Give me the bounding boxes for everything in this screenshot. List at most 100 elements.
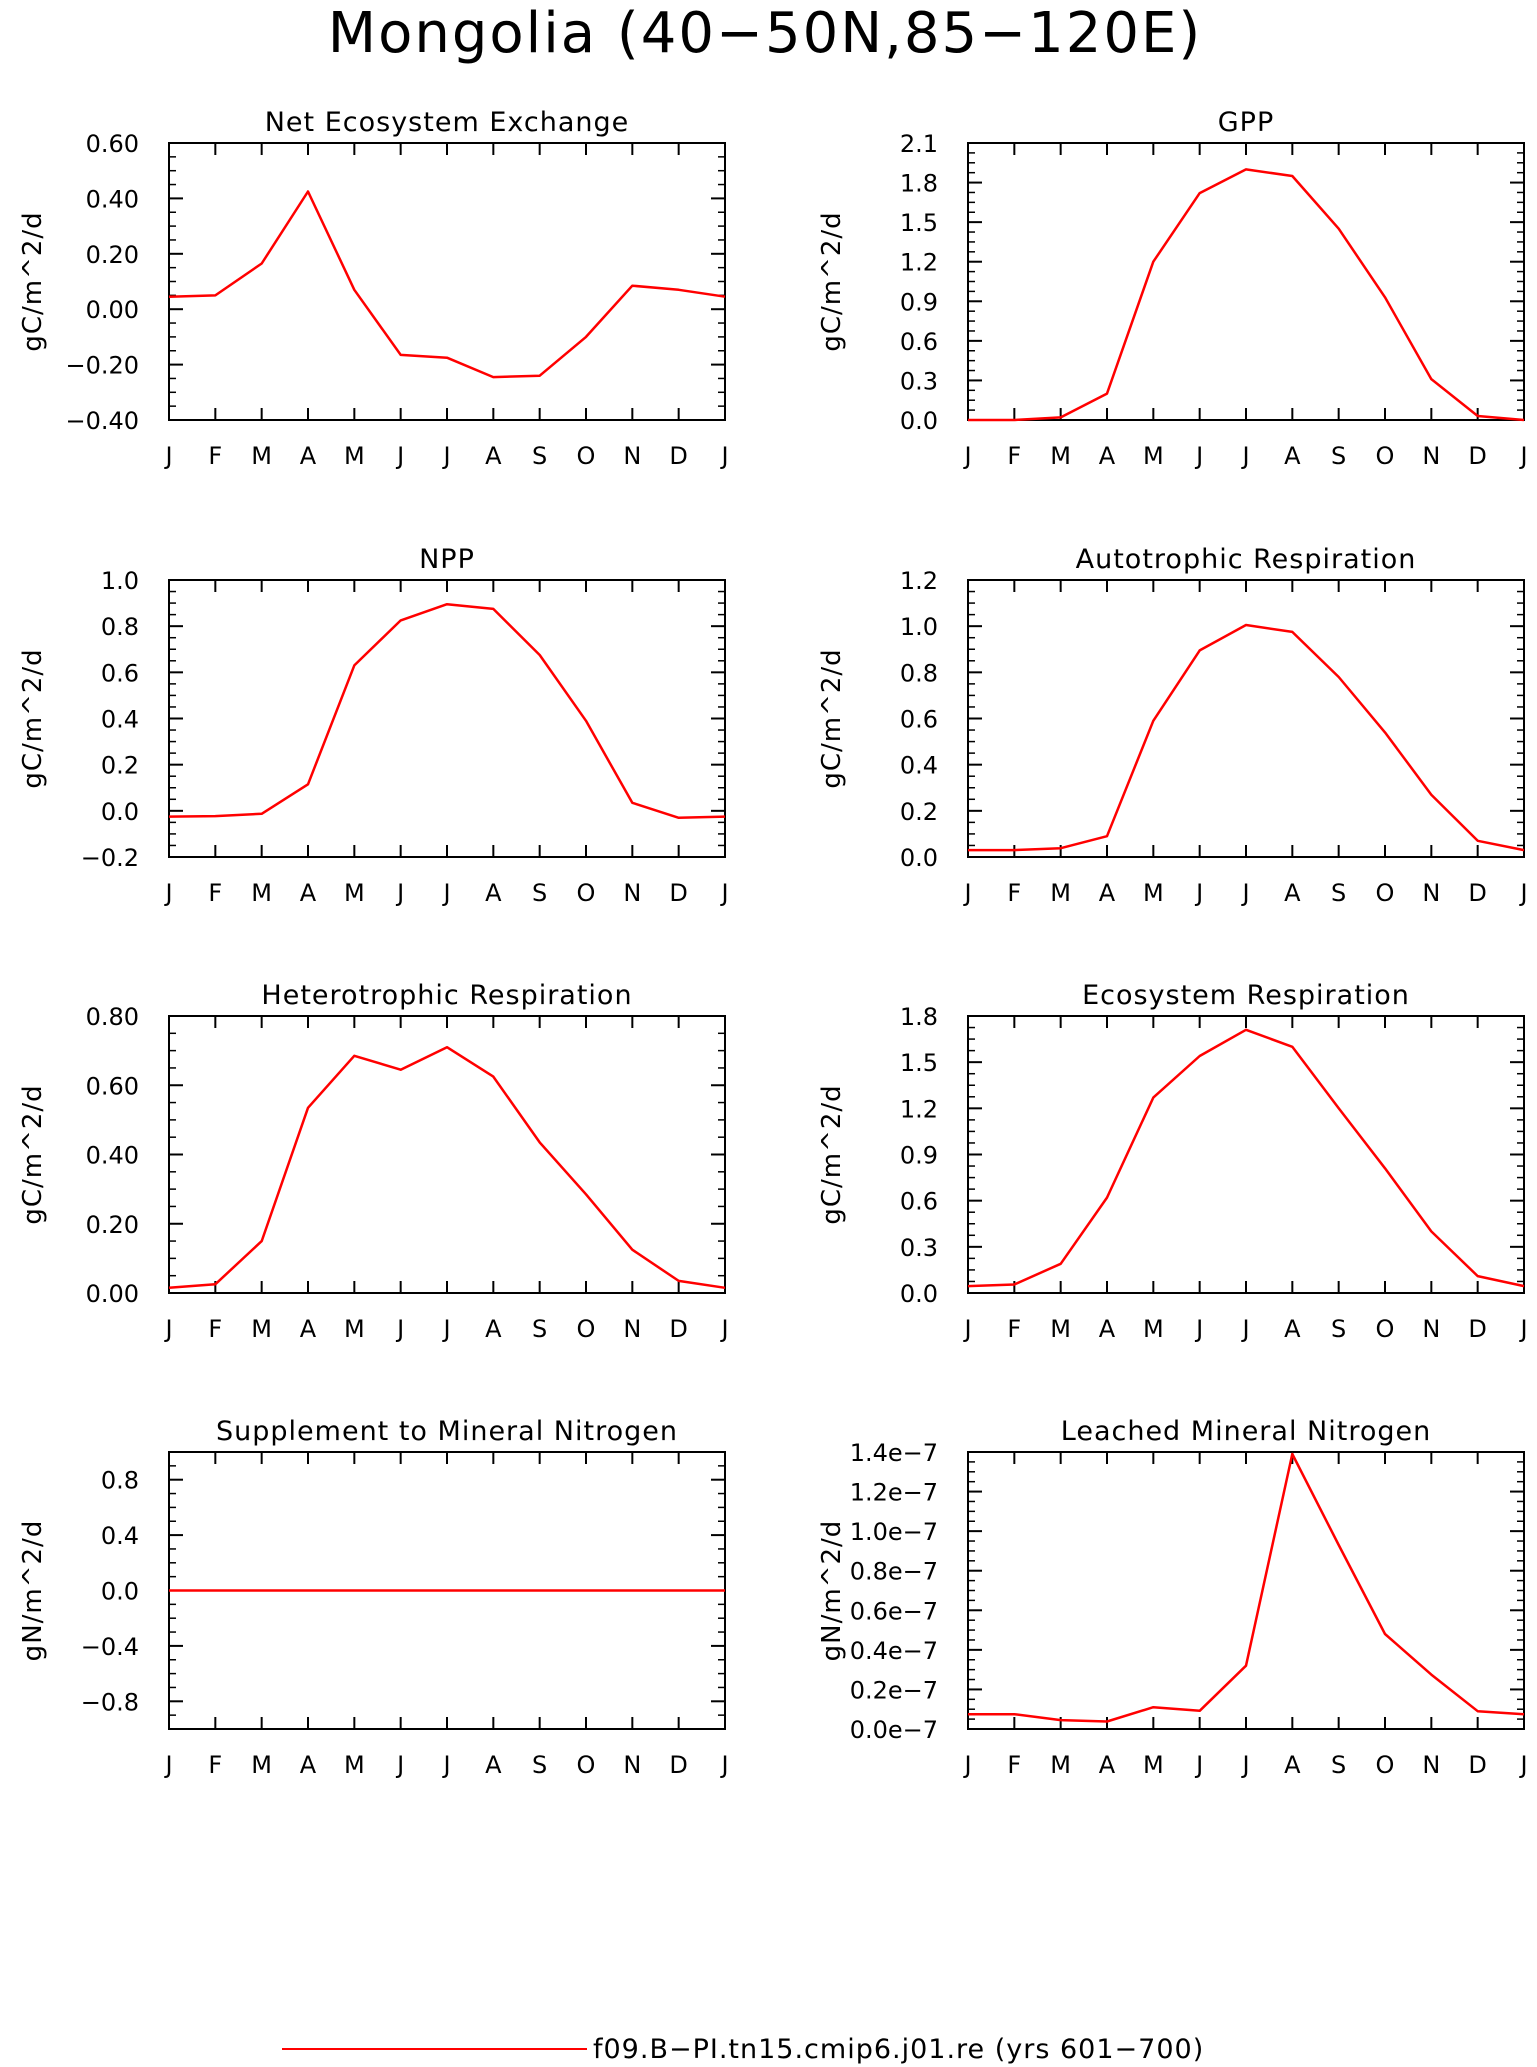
series-line: [968, 623, 1525, 852]
x-tick-label: J: [1240, 879, 1249, 907]
x-tick-label: M: [251, 1315, 272, 1343]
x-tick-label: F: [1007, 1751, 1021, 1779]
x-tick-label: J: [441, 442, 450, 470]
y-tick-label: 0.0: [101, 1578, 139, 1606]
plot-frame: [967, 1451, 1525, 1730]
y-tick-label: 0.8: [900, 659, 938, 687]
x-tick-label: F: [1007, 1315, 1021, 1343]
x-tick-label: A: [300, 879, 317, 907]
y-axis-label: gC/m^2/d: [18, 211, 48, 351]
x-tick-label: J: [163, 1315, 172, 1343]
x-tick-label: J: [1194, 1751, 1203, 1779]
x-tick-label: J: [163, 442, 172, 470]
x-tick-label: N: [623, 879, 641, 907]
x-tick-label: J: [962, 442, 971, 470]
x-tick-label: S: [1331, 1315, 1346, 1343]
x-tick-label: M: [344, 1751, 365, 1779]
x-tick-label: J: [1518, 442, 1527, 470]
y-axis-label: gN/m^2/d: [18, 1520, 48, 1662]
y-axis-label: gN/m^2/d: [817, 1520, 847, 1662]
panel-title: NPP: [419, 544, 475, 575]
x-tick-label: D: [669, 879, 687, 907]
x-tick-label: F: [208, 1315, 222, 1343]
x-tick-label: M: [251, 1751, 272, 1779]
y-tick-label: 0.20: [86, 1211, 139, 1239]
x-tick-label: D: [1468, 1315, 1486, 1343]
panel-title: Leached Mineral Nitrogen: [1061, 1416, 1431, 1447]
y-tick-label: 1.2e−7: [850, 1479, 938, 1507]
x-tick-label: A: [300, 442, 317, 470]
x-tick-label: J: [395, 879, 404, 907]
x-tick-label: A: [300, 1315, 317, 1343]
x-tick-label: M: [1143, 442, 1164, 470]
x-tick-label: M: [1050, 879, 1071, 907]
y-tick-label: 1.8: [900, 170, 938, 198]
y-tick-label: 0.2: [101, 752, 139, 780]
x-tick-label: F: [1007, 442, 1021, 470]
x-tick-label: S: [532, 1751, 547, 1779]
y-tick-label: −0.40: [65, 407, 139, 435]
y-tick-label: 0.0e−7: [850, 1716, 938, 1744]
chart-panel-7: Supplement to Mineral Nitrogen gN/m^2/d J F…: [18, 1416, 729, 1779]
x-tick-label: F: [208, 1751, 222, 1779]
x-tick-label: O: [577, 1315, 596, 1343]
x-tick-label: O: [577, 879, 596, 907]
x-tick-label: J: [719, 879, 728, 907]
y-tick-label: −0.20: [65, 352, 139, 380]
plot-frame: [967, 579, 1525, 858]
panel-title: GPP: [1218, 107, 1275, 138]
x-tick-label: J: [1194, 442, 1203, 470]
x-tick-label: O: [1376, 1315, 1395, 1343]
y-tick-label: 0.0: [900, 844, 938, 872]
y-tick-label: 0.60: [86, 130, 139, 158]
x-tick-label: M: [1143, 1315, 1164, 1343]
x-tick-label: M: [344, 442, 365, 470]
y-tick-label: 0.4: [900, 752, 938, 780]
x-tick-label: J: [1240, 442, 1249, 470]
y-tick-label: 0.9: [900, 288, 938, 316]
y-tick-label: 0.6: [900, 1188, 938, 1216]
x-tick-label: N: [1422, 442, 1440, 470]
x-tick-label: N: [623, 1315, 641, 1343]
y-tick-label: 0.8e−7: [850, 1558, 938, 1586]
series-line: [168, 190, 726, 379]
y-tick-label: 0.3: [900, 367, 938, 395]
y-tick-label: 0.20: [86, 241, 139, 269]
panel-title: Net Ecosystem Exchange: [265, 107, 630, 138]
y-tick-label: 0.8: [101, 1467, 139, 1495]
y-tick-label: 0.00: [86, 296, 139, 324]
y-axis-label: gC/m^2/d: [18, 648, 48, 788]
y-tick-label: 0.40: [86, 1142, 139, 1170]
x-tick-label: D: [1468, 879, 1486, 907]
y-tick-label: −0.8: [81, 1688, 139, 1716]
x-tick-label: A: [1099, 879, 1116, 907]
y-tick-label: 0.8: [101, 613, 139, 641]
y-tick-label: 0.9: [900, 1142, 938, 1170]
x-tick-label: J: [962, 879, 971, 907]
series-line: [168, 602, 726, 820]
x-tick-label: M: [344, 879, 365, 907]
x-tick-label: J: [441, 879, 450, 907]
x-tick-label: S: [1331, 879, 1346, 907]
x-tick-label: O: [1376, 442, 1395, 470]
x-tick-label: F: [1007, 879, 1021, 907]
panel-title: Supplement to Mineral Nitrogen: [216, 1416, 678, 1447]
x-tick-label: N: [1422, 1315, 1440, 1343]
y-tick-label: 1.2: [900, 567, 938, 595]
x-tick-label: J: [1194, 879, 1203, 907]
x-tick-label: O: [577, 442, 596, 470]
x-tick-label: J: [441, 1751, 450, 1779]
y-tick-label: 0.00: [86, 1280, 139, 1308]
x-tick-label: N: [623, 442, 641, 470]
x-tick-label: S: [1331, 442, 1346, 470]
y-tick-label: 1.8: [900, 1003, 938, 1031]
series-line: [967, 1028, 1525, 1288]
x-tick-label: S: [532, 1315, 547, 1343]
x-tick-label: D: [669, 442, 687, 470]
x-tick-label: A: [485, 1751, 502, 1779]
y-tick-label: 0.0: [900, 1280, 938, 1308]
x-tick-label: N: [1422, 879, 1440, 907]
